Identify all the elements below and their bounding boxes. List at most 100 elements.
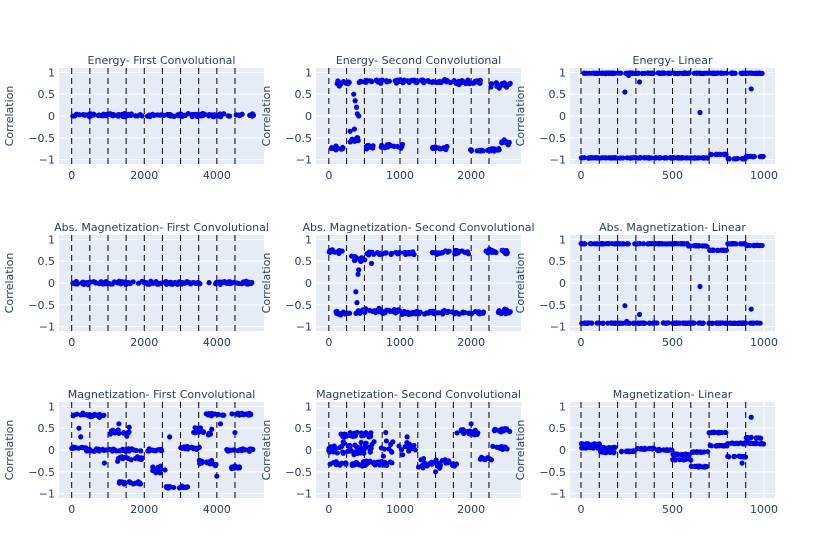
x-tick-label: 2000 [457,336,485,349]
data-point [137,112,143,118]
data-point [595,70,601,76]
data-point [178,445,184,451]
data-point [630,320,637,326]
data-point [647,70,653,76]
x-tick-label: 1000 [386,169,414,182]
data-point [356,267,362,273]
data-point [633,155,639,161]
x-tick-label: 500 [662,169,683,182]
data-point [640,241,647,247]
data-point [707,442,713,448]
data-point [151,447,157,454]
data-point [70,113,76,119]
data-point [706,320,712,326]
data-point [206,280,212,286]
data-point [236,464,243,470]
data-point [217,421,224,427]
data-point [420,465,426,471]
data-point [366,444,372,451]
data-point [115,280,121,286]
data-point [714,443,721,449]
y-tick-label: 0 [559,444,566,457]
y-tick-label: −1 [550,154,566,167]
y-tick-label: 0 [559,277,566,290]
data-point [126,446,132,452]
data-point [74,281,80,287]
data-point [491,146,497,152]
data-point [634,241,640,247]
x-tick-label: 500 [662,336,683,349]
data-point [249,446,256,452]
data-point [728,440,734,446]
y-tick-label: −1 [39,321,55,334]
data-point [622,303,628,309]
data-point [436,310,442,316]
data-point [733,440,739,446]
data-point [439,249,446,256]
data-point [429,249,436,256]
data-point [694,463,700,469]
data-point [737,241,744,247]
y-tick-label: 1 [48,233,55,246]
y-tick-label: −1 [296,488,312,501]
data-point [697,283,703,290]
data-point [355,461,361,467]
data-point [353,289,359,295]
data-point [454,430,460,436]
data-point [103,279,109,285]
data-point [167,279,173,285]
y-tick-label: −0.5 [28,299,55,312]
data-point [688,457,694,463]
data-point [480,456,486,462]
data-point [635,320,641,326]
y-tick-label: 1 [305,233,312,246]
data-point [673,451,680,457]
data-point [132,455,139,462]
data-point [116,480,123,486]
data-point [702,463,708,469]
data-point [660,320,667,326]
data-point [399,311,405,317]
data-point [736,320,742,326]
data-point [432,469,439,475]
data-point [430,310,436,316]
data-point [404,434,410,440]
data-point [100,412,107,419]
data-point [590,70,597,76]
data-point [358,439,364,446]
data-point [449,309,455,315]
data-point [440,311,446,317]
data-point [436,145,442,151]
data-point [754,242,760,248]
data-point [185,111,191,117]
y-tick-label: 1 [48,66,55,79]
data-point [91,448,97,454]
data-point [477,310,483,316]
data-point [355,271,361,277]
data-point [365,143,371,149]
data-point [406,441,412,447]
data-point [662,155,668,161]
subplot-1: Energy- First Convolutional −1 −0.5 0 0.5 1 0 2… [3,54,264,182]
subplot-9: Magnetization- Linear −1 −0.5 0 0.5 1 0 500 1000… [514,388,778,516]
data-point [397,249,403,256]
data-point [381,459,387,466]
data-point [731,320,737,326]
data-point [507,80,513,86]
data-point [157,470,163,476]
data-point [226,280,232,286]
subplot-6: Abs. Magnetization- Linear −1 −0.5 0 0.5 1 0 50… [514,221,778,349]
data-point [468,421,474,427]
data-point [335,145,341,151]
data-point [709,429,715,435]
data-point [242,447,249,453]
data-point [748,86,754,92]
data-point [677,320,683,326]
data-point [398,447,405,453]
data-point [590,155,596,161]
data-point [400,452,406,458]
y-tick-label: 0 [305,110,312,123]
data-point [159,112,165,118]
data-point [485,455,491,461]
data-point [351,91,357,97]
